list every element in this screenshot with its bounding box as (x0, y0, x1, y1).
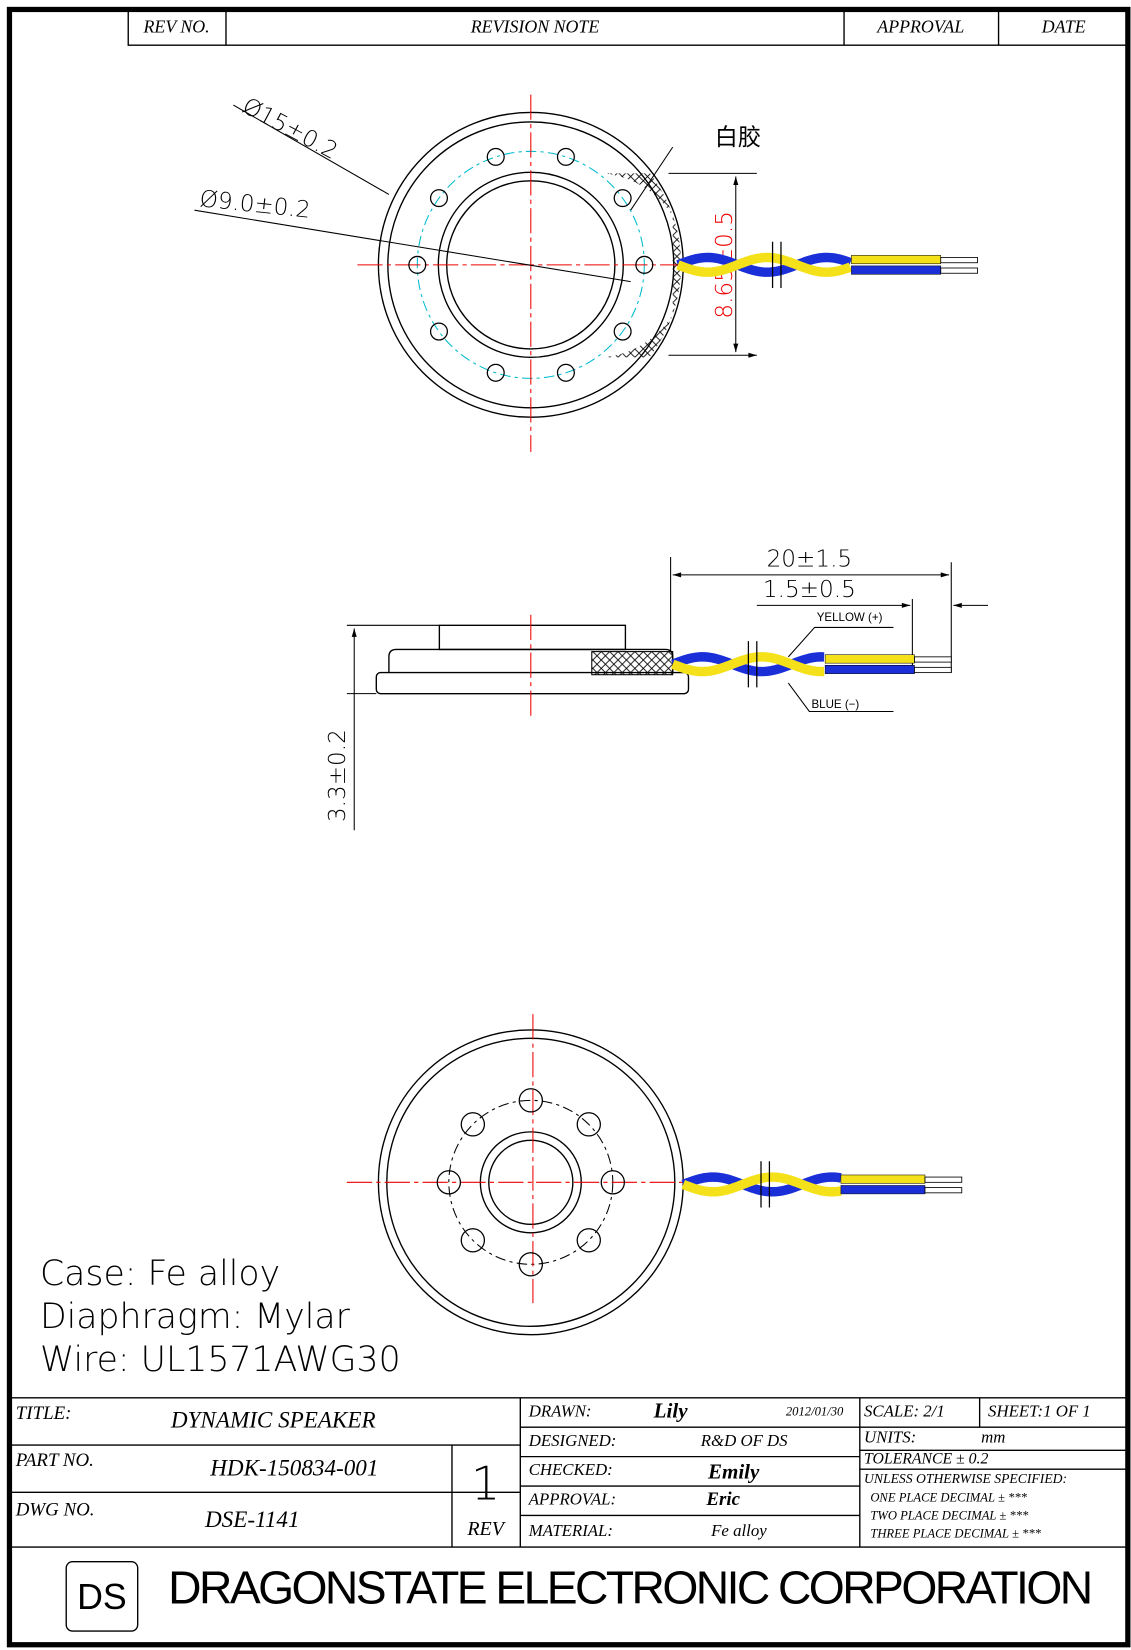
wire-yellow (825, 655, 914, 663)
wire-end (925, 1188, 962, 1193)
title-block-text: TITLE: (16, 1403, 72, 1424)
drawing: REV NO. REVISION NOTE APPROVAL DATE Ø15±… (0, 0, 1131, 1650)
title-block-text: THREE PLACE DECIMAL ± *** (870, 1526, 1041, 1540)
frame (9, 9, 1127, 1644)
wire (683, 1161, 962, 1207)
wire-end (914, 667, 951, 672)
title-block-text: DWG NO. (15, 1500, 95, 1521)
wire-yellow (841, 1175, 925, 1183)
title-block-text: DYNAMIC SPEAKER (170, 1407, 376, 1433)
wire-blue (841, 1185, 925, 1193)
title-block-text: APPROVAL: (528, 1490, 616, 1509)
title-block-text: UNITS: (864, 1428, 916, 1447)
break-mark (773, 242, 781, 288)
wire-end (914, 657, 951, 662)
dimension: Ø15±0.2 (238, 93, 342, 165)
title-block-text: UNLESS OTHERWISE SPECIFIED: (864, 1471, 1067, 1486)
wire-end (941, 268, 978, 273)
title-block-text: TOLERANCE ± 0.2 (864, 1450, 988, 1467)
dimension: 20±1.5 (767, 547, 853, 573)
header-cell: DATE (1041, 16, 1086, 36)
title-block-text: DSE-1141 (204, 1507, 300, 1533)
header-cell: APPROVAL (876, 16, 964, 36)
hole (461, 1113, 484, 1136)
wire-blue (825, 665, 914, 673)
note: Diaphragm: Mylar (40, 1297, 351, 1337)
top-view (194, 95, 756, 452)
annotation: 白胶 (715, 124, 761, 150)
title-block-text: TWO PLACE DECIMAL ± *** (870, 1508, 1029, 1522)
header-cell: REV NO. (143, 16, 210, 36)
header-cell: REVISION NOTE (470, 16, 600, 36)
title-block-text: 2012/01/30 (786, 1404, 844, 1418)
title-block-text: MATERIAL: (528, 1521, 613, 1540)
title-block-text: R&D OF DS (700, 1431, 788, 1450)
hole (577, 1229, 600, 1252)
title-block-text: SHEET:1 OF 1 (988, 1401, 1091, 1420)
title-block-text: REV (466, 1518, 506, 1540)
wire (673, 641, 952, 687)
dimension: 3.3±0.2 (325, 729, 351, 822)
page: {"header":{"rev_no":"REV NO.","revision_… (0, 0, 1131, 1650)
title-block-text: Lily (653, 1398, 689, 1422)
wire-label: BLUE (−) (811, 699, 859, 711)
break-mark (748, 641, 756, 687)
title-block-text: mm (981, 1428, 1005, 1447)
dimension: 1.5±0.5 (763, 577, 856, 603)
dimension: Ø9.0±0.2 (198, 186, 311, 223)
bottom-view (347, 1014, 683, 1335)
title-block-text: Fe alloy (710, 1521, 767, 1540)
title-block-text: DRAWN: (528, 1401, 592, 1420)
note: Wire: UL1571AWG30 (40, 1340, 401, 1380)
title-block-text: SCALE: 2/1 (864, 1401, 945, 1420)
title-block-text: PART NO. (15, 1450, 94, 1471)
title-block-text: HDK-150834-001 (209, 1456, 378, 1482)
note: Case: Fe alloy (40, 1254, 280, 1294)
wire-yellow (851, 255, 940, 263)
wire-end (925, 1177, 962, 1182)
hole (557, 148, 574, 165)
title-block-text: Emily (707, 1459, 760, 1483)
break-mark (761, 1161, 769, 1207)
side-view (347, 557, 988, 830)
wire-end (941, 257, 978, 262)
title-block-text: 1 (471, 1457, 500, 1511)
title-block-text: DESIGNED: (528, 1431, 617, 1450)
wire-label: YELLOW (+) (817, 612, 883, 624)
hole (487, 148, 504, 165)
title-block-text: CHECKED: (529, 1460, 613, 1479)
hole (431, 323, 448, 340)
wire-blue (851, 266, 940, 274)
company-name: DRAGONSTATE ELECTRONIC CORPORATION (168, 1561, 1093, 1613)
logo: DS (77, 1577, 127, 1617)
title-block-text: ONE PLACE DECIMAL ± *** (870, 1491, 1027, 1505)
title-block-text: Eric (705, 1489, 740, 1510)
